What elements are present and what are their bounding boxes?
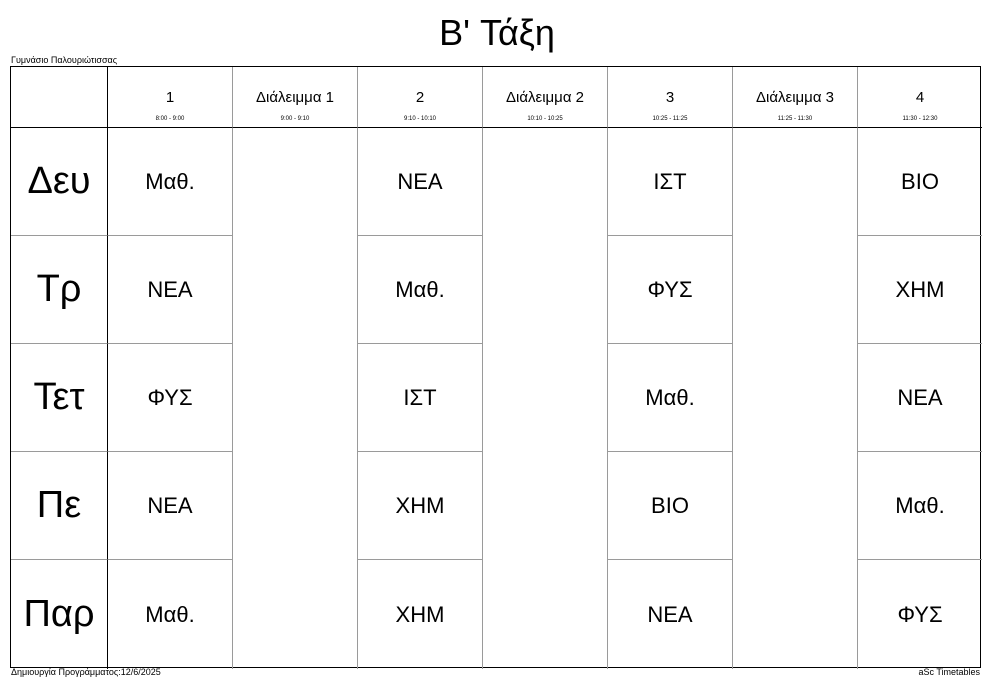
- period-header-2: 2 9:10 - 10:10: [358, 67, 483, 128]
- footer-brand: aSc Timetables: [918, 667, 980, 677]
- day-label: Τετ: [11, 344, 108, 452]
- lesson-cell: ΦΥΣ: [608, 236, 733, 344]
- lesson-cell: ΧΗΜ: [858, 236, 982, 344]
- period-header-1: 1 8:00 - 9:00: [108, 67, 233, 128]
- period-label: 1: [165, 89, 175, 106]
- day-label: Δευ: [11, 128, 108, 236]
- period-time: 11:30 - 12:30: [902, 116, 938, 122]
- break-header-2: Διάλειμμα 2 10:10 - 10:25: [483, 67, 608, 128]
- lesson-cell: ΦΥΣ: [897, 601, 943, 627]
- period-label: 4: [915, 89, 925, 106]
- lesson-cell: ΒΙΟ: [608, 452, 733, 560]
- period-label: 2: [415, 89, 425, 106]
- period-time: 8:00 - 9:00: [155, 116, 185, 122]
- lesson-cell: ΝΕΑ: [858, 344, 982, 452]
- lesson-cell: ΧΗΜ: [358, 452, 483, 560]
- break-header-1: Διάλειμμα 1 9:00 - 9:10: [233, 67, 358, 128]
- period-time: 9:10 - 10:10: [403, 116, 437, 122]
- period-label: 3: [665, 89, 675, 106]
- lesson-cell: Μαθ.: [858, 452, 982, 560]
- period-label: Διάλειμμα 3: [755, 89, 834, 106]
- lesson-cell: ΙΣΤ: [608, 128, 733, 236]
- lesson-cell: ΝΕΑ: [108, 236, 233, 344]
- day-label: Πε: [11, 452, 108, 560]
- corner-cell: [11, 67, 108, 128]
- lesson-cell: Μαθ.: [358, 236, 483, 344]
- break-header-3: Διάλειμμα 3 11:25 - 11:30: [733, 67, 858, 128]
- break-column-2: [483, 128, 608, 669]
- timetable-grid: 1 8:00 - 9:00 Διάλειμμα 1 9:00 - 9:10 2 …: [10, 66, 982, 669]
- lesson-cell: ΙΣΤ: [358, 344, 483, 452]
- lesson-cell: ΝΕΑ: [108, 452, 233, 560]
- day-label: Παρ: [11, 560, 108, 669]
- lesson-cell: ΧΗΜ: [358, 560, 483, 669]
- period-time: 9:00 - 9:10: [280, 116, 310, 122]
- school-name: Γυμνάσιο Παλουριώτισσας: [11, 55, 118, 65]
- lesson-cell: ΦΥΣ: [108, 344, 233, 452]
- lesson-cell: Μαθ.: [608, 344, 733, 452]
- period-time: 10:10 - 10:25: [527, 116, 563, 122]
- period-label: Διάλειμμα 2: [505, 89, 584, 106]
- footer-created: Δημιουργία Προγράμματος:12/6/2025: [11, 667, 161, 677]
- lesson-cell: Μαθ.: [108, 560, 233, 669]
- period-header-4: 4 11:30 - 12:30: [858, 67, 982, 128]
- period-header-3: 3 10:25 - 11:25: [608, 67, 733, 128]
- day-label: Τρ: [11, 236, 108, 344]
- break-column-1: [233, 128, 358, 669]
- lesson-cell: ΒΙΟ: [858, 128, 982, 236]
- break-column-3: [733, 128, 858, 669]
- lesson-cell: ΝΕΑ: [358, 128, 483, 236]
- period-time: 10:25 - 11:25: [652, 116, 688, 122]
- page-title: B' Τάξη: [439, 12, 555, 53]
- period-label: Διάλειμμα 1: [255, 89, 334, 106]
- lesson-cell: ΝΕΑ: [608, 560, 733, 669]
- lesson-cell: Μαθ.: [108, 128, 233, 236]
- period-time: 11:25 - 11:30: [777, 116, 813, 122]
